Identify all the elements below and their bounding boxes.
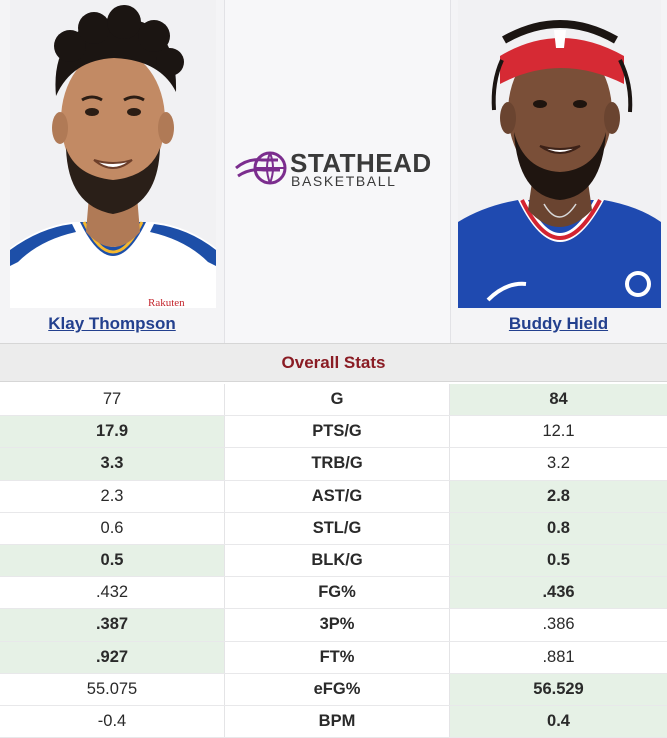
stat-row: 3.3 TRB/G 3.2	[0, 448, 667, 481]
right-player-value: 56.529	[450, 673, 667, 705]
stat-row: 0.5 BLK/G 0.5	[0, 544, 667, 578]
stat-label: FT%	[224, 641, 450, 673]
left-player-value: .387	[0, 609, 224, 641]
section-title: Overall Stats	[0, 343, 667, 382]
stat-row: .387 3P% .386	[0, 609, 667, 642]
right-player-value: 2.8	[450, 480, 667, 512]
logo-wordmark: STATHEAD	[290, 148, 432, 178]
right-player-value: .386	[542, 615, 575, 634]
basketball-icon	[235, 151, 287, 185]
stat-label: G	[224, 384, 450, 416]
stat-label: FG%	[224, 577, 450, 609]
left-player-value: 55.075	[86, 679, 138, 698]
right-player-value: 0.4	[450, 705, 667, 738]
stat-label: BLK/G	[224, 544, 450, 577]
stat-label: 3P%	[224, 609, 450, 641]
left-player-value: 2.3	[100, 486, 124, 505]
logo-subtitle: BASKETBALL	[291, 173, 397, 189]
buddy-hield-photo	[458, 0, 661, 308]
left-player-value: .927	[0, 641, 224, 673]
stat-row: 0.6 STL/G 0.8	[0, 512, 667, 545]
left-player-value: .432	[95, 583, 129, 602]
stat-row: 55.075 eFG% 56.529	[0, 673, 667, 706]
left-player-value: 3.3	[0, 448, 224, 480]
logo-column	[224, 0, 450, 343]
klay-thompson-photo: Rakuten	[10, 0, 216, 308]
column-divider	[450, 0, 451, 343]
stat-label: AST/G	[224, 480, 450, 512]
stat-row: -0.4 BPM 0.4	[0, 705, 667, 738]
stat-label: BPM	[224, 705, 450, 738]
left-player-value: -0.4	[97, 711, 127, 730]
left-player-value: 17.9	[0, 416, 224, 448]
right-player-value: 12.1	[542, 422, 575, 441]
stat-row: .432 FG% .436	[0, 577, 667, 610]
right-player-value: 3.2	[547, 454, 570, 473]
stathead-logo[interactable]: STATHEAD BASKETBALL	[234, 146, 444, 190]
left-player-value: 0.6	[100, 518, 124, 537]
stat-row: .927 FT% .881	[0, 641, 667, 674]
right-player-value: 0.5	[450, 544, 667, 577]
column-divider	[224, 0, 225, 343]
stat-label: eFG%	[224, 673, 450, 705]
right-player-value: .436	[450, 577, 667, 609]
jersey-sponsor: Rakuten	[148, 297, 185, 308]
left-player-link[interactable]: Klay Thompson	[48, 314, 176, 333]
player-header: Rakuten	[0, 0, 667, 343]
right-player-link[interactable]: Buddy Hield	[508, 314, 609, 333]
stat-label: PTS/G	[224, 416, 450, 448]
stat-label: TRB/G	[224, 448, 450, 480]
right-player-value: 84	[450, 384, 667, 416]
stat-label: STL/G	[224, 512, 450, 544]
left-player-value: 77	[102, 390, 122, 409]
stat-row: 17.9 PTS/G 12.1	[0, 416, 667, 449]
stats-table: 77 G 84 17.9 PTS/G 12.1 3.3 TRB/G 3.2 2.3 AST/G 2.8…	[0, 384, 667, 738]
stat-row: 77 G 84	[0, 384, 667, 417]
left-player-value: 0.5	[0, 544, 224, 577]
right-player-value: .881	[542, 647, 575, 666]
right-player-value: 0.8	[450, 512, 667, 544]
stat-row: 2.3 AST/G 2.8	[0, 480, 667, 513]
